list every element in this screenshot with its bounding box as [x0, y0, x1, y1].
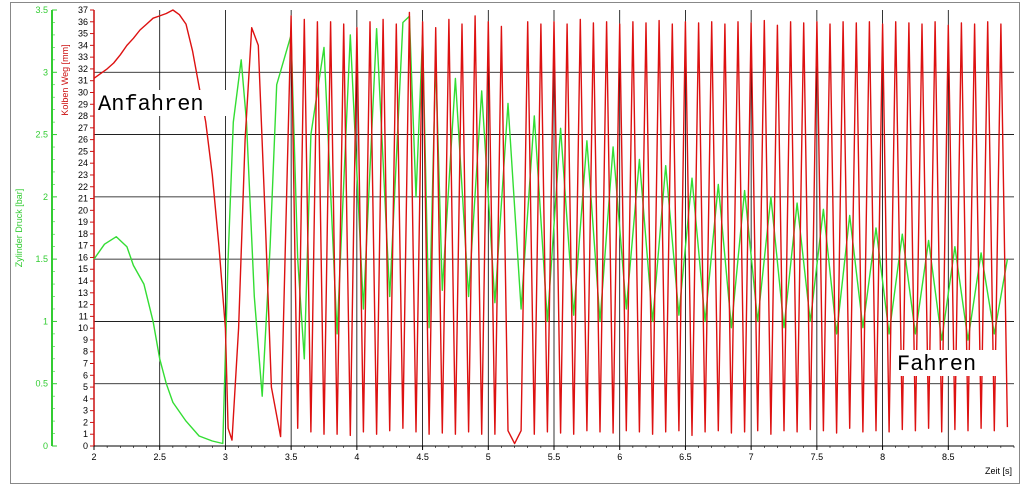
y-right-tick-label: 2 [83, 417, 88, 427]
y-right-tick-label: 34 [78, 40, 88, 50]
x-tick-label: 8 [880, 452, 885, 462]
annotation-anfahren-bg [97, 90, 229, 116]
y-right-tick-label: 16 [78, 252, 88, 262]
y-right-tick-label: 0 [83, 441, 88, 451]
x-tick-label: 3.5 [285, 452, 298, 462]
y-left-tick-label: 3.5 [35, 5, 48, 15]
y-left-tick-label: 1 [43, 316, 48, 326]
y-left-tick-label: 0.5 [35, 379, 48, 389]
x-tick-label: 3 [223, 452, 228, 462]
y-right-tick-label: 28 [78, 111, 88, 121]
x-tick-label: 7 [749, 452, 754, 462]
y-axis-left-label: Zylinder Druck [bar] [14, 189, 24, 268]
y-right-tick-label: 3 [83, 406, 88, 416]
y-right-tick-label: 33 [78, 52, 88, 62]
y-right-tick-label: 6 [83, 370, 88, 380]
x-tick-label: 6.5 [679, 452, 692, 462]
y-right-tick-label: 36 [78, 17, 88, 27]
x-axis: 2 2.5 3 3.5 4 4.5 5 5.5 6 6.5 7 7.5 8 8.5 [91, 445, 1015, 462]
y-left-tick-label: 2.5 [35, 130, 48, 140]
annotation-fahren-bg [894, 350, 997, 376]
y-left-tick-label: 1.5 [35, 254, 48, 264]
y-left-tick-label: 0 [43, 441, 48, 451]
y-right-tick-label: 12 [78, 300, 88, 310]
y-right-tick-label: 21 [78, 194, 88, 204]
y-right-tick-label: 1 [83, 429, 88, 439]
y-axis-right-label: Kolben Weg [mm] [60, 44, 70, 115]
y-right-tick-label: 17 [78, 241, 88, 251]
series-line-position [93, 9, 1009, 445]
y-right-tick-label: 7 [83, 359, 88, 369]
y-right-tick-label: 15 [78, 264, 88, 274]
series-layer [93, 9, 1009, 445]
left-axis: 0 0.5 1 1.5 2 2.5 3 3.5 [35, 5, 57, 451]
y-right-tick-label: 32 [78, 64, 88, 74]
y-right-tick-label: 23 [78, 170, 88, 180]
y-right-tick-label: 19 [78, 217, 88, 227]
labels-layer: Zylinder Druck [bar] Kolben Weg [mm] Zei… [14, 44, 1012, 476]
x-axis-label: Zeit [s] [985, 466, 1012, 476]
y-right-tick-label: 29 [78, 99, 88, 109]
y-right-tick-label: 22 [78, 182, 88, 192]
x-tick-label: 2 [91, 452, 96, 462]
x-tick-label: 7.5 [811, 452, 824, 462]
y-right-tick-label: 11 [79, 311, 88, 321]
x-tick-label: 2.5 [153, 452, 166, 462]
y-right-tick-label: 37 [78, 5, 88, 15]
y-right-tick-label: 27 [78, 123, 88, 133]
y-right-tick-label: 10 [78, 323, 88, 333]
y-right-tick-label: 24 [78, 158, 88, 168]
y-right-tick-label: 8 [83, 347, 88, 357]
y-right-tick-label: 4 [83, 394, 88, 404]
x-tick-label: 8.5 [942, 452, 955, 462]
y-right-tick-label: 18 [78, 229, 88, 239]
x-tick-label: 5 [486, 452, 491, 462]
y-right-tick-label: 13 [78, 288, 88, 298]
y-right-tick-label: 31 [78, 76, 88, 86]
y-right-tick-label: 5 [83, 382, 88, 392]
x-tick-label: 4 [354, 452, 359, 462]
y-right-tick-label: 20 [78, 205, 88, 215]
x-tick-label: 4.5 [416, 452, 429, 462]
annotation-fahren: Fahren [897, 352, 976, 377]
x-tick-label: 5.5 [548, 452, 561, 462]
y-right-tick-label: 25 [78, 146, 88, 156]
y-left-tick-label: 3 [43, 67, 48, 77]
right-axis: 0123456789101112131415161718192021222324… [78, 5, 95, 451]
y-right-tick-label: 30 [78, 87, 88, 97]
y-right-tick-label: 9 [83, 335, 88, 345]
y-left-tick-label: 2 [43, 192, 48, 202]
y-right-tick-label: 14 [78, 276, 88, 286]
x-tick-label: 6 [617, 452, 622, 462]
annotation-anfahren: Anfahren [98, 92, 204, 117]
y-right-tick-label: 26 [78, 135, 88, 145]
y-right-tick-label: 35 [78, 29, 88, 39]
